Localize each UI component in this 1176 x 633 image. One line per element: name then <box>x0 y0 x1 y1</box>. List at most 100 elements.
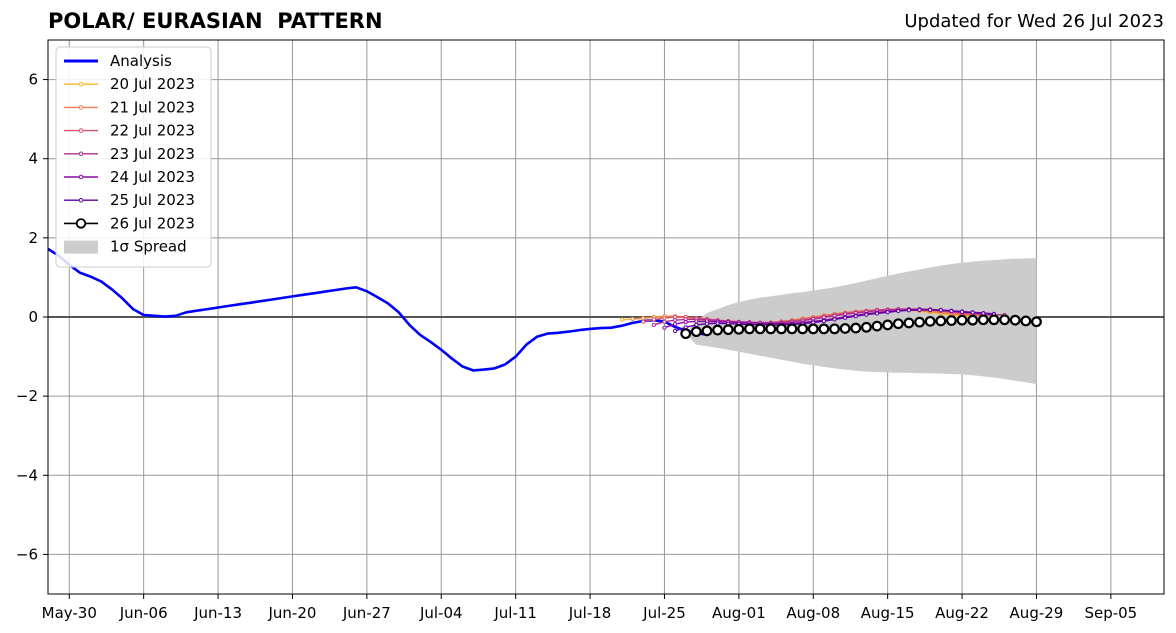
forecast-point <box>843 315 848 320</box>
forecast-point <box>701 325 713 337</box>
forecast-point <box>754 323 766 335</box>
x-tick-label: Jun-13 <box>193 604 242 622</box>
legend-marker <box>78 197 84 203</box>
forecast-point <box>672 328 678 333</box>
y-tick-label: 0 <box>28 308 38 326</box>
forecast-point <box>694 322 699 328</box>
y-tick-label: −6 <box>16 545 38 563</box>
legend-entry: 1σ Spread <box>64 238 187 256</box>
legend-label: 21 Jul 2023 <box>110 98 195 116</box>
forecast-point <box>694 319 699 324</box>
legend-entry: 22 Jul 2023 <box>64 122 195 140</box>
forecast-point <box>683 320 688 325</box>
forecast-point <box>917 307 922 312</box>
forecast-point <box>924 315 936 327</box>
legend-entry: 26 Jul 2023 <box>64 214 195 232</box>
forecast-point <box>967 314 979 326</box>
forecast-point <box>672 318 678 323</box>
legend-label: Analysis <box>110 52 172 70</box>
x-tick-label: Jun-06 <box>119 604 168 622</box>
forecast-point <box>641 319 646 324</box>
forecast-point <box>672 322 678 327</box>
forecast-point <box>850 322 862 334</box>
forecast-point <box>896 308 901 314</box>
chart-subtitle: Updated for Wed 26 Jul 2023 <box>904 11 1164 32</box>
y-tick-label: −2 <box>16 387 38 405</box>
x-tick-label: Jun-27 <box>342 604 391 622</box>
x-tick-label: Jul-04 <box>419 604 463 622</box>
forecast-point <box>882 319 894 331</box>
forecast-point <box>712 324 723 336</box>
legend-marker <box>78 151 84 157</box>
analysis-line <box>48 247 708 372</box>
legend-marker <box>78 174 84 180</box>
legend-swatch <box>64 240 98 254</box>
x-tick-label: Jun-20 <box>267 604 316 622</box>
forecast-point <box>935 315 947 327</box>
y-tick-label: 6 <box>28 71 38 89</box>
legend-marker <box>78 81 84 87</box>
forecast-point <box>949 308 954 314</box>
x-tick-label: Jul-11 <box>493 604 537 622</box>
forecast-point <box>861 321 872 333</box>
x-tick-label: Jul-18 <box>568 604 612 622</box>
forecast-point <box>662 316 667 321</box>
forecast-point <box>928 307 933 312</box>
y-tick-label: −4 <box>16 466 38 484</box>
legend-marker <box>78 105 84 110</box>
y-tick-label: 2 <box>28 229 38 247</box>
forecast-point <box>630 316 635 322</box>
legend: Analysis 20 Jul 2023 21 Jul 2023 22 Jul 202… <box>55 46 212 268</box>
forecast-point <box>970 310 975 315</box>
forecast-point <box>765 323 777 335</box>
forecast-point <box>988 314 1000 326</box>
forecast-point <box>914 316 925 328</box>
forecast-point <box>864 312 869 317</box>
forecast-point <box>786 323 798 335</box>
forecast-point <box>959 309 965 314</box>
legend-marker <box>78 128 84 133</box>
forecast-point <box>956 314 968 326</box>
x-tick-label: Jul-25 <box>642 604 686 622</box>
legend-label: 26 Jul 2023 <box>110 214 195 232</box>
forecast-point <box>722 324 734 336</box>
forecast-point <box>818 323 830 335</box>
forecast-point <box>871 320 883 332</box>
forecast-point <box>1020 315 1032 327</box>
legend-entry: 23 Jul 2023 <box>64 145 195 163</box>
forecast-point <box>619 317 625 322</box>
legend-entry: 20 Jul 2023 <box>64 75 195 93</box>
forecast-point <box>906 308 912 313</box>
forecast-point <box>680 328 692 340</box>
y-tick-label: 4 <box>28 150 38 168</box>
forecast-point <box>690 326 702 338</box>
forecast-point <box>744 323 755 335</box>
forecast-point <box>829 323 840 335</box>
forecast-point <box>821 318 826 324</box>
chart-title: POLAR/ EURASIAN PATTERN <box>48 9 383 33</box>
forecast-point <box>946 315 957 326</box>
forecast-point <box>797 323 809 335</box>
x-tick-label: Sep-05 <box>1084 604 1137 622</box>
legend-label: 23 Jul 2023 <box>110 145 195 163</box>
legend-entry: 21 Jul 2023 <box>64 98 195 116</box>
forecast-series <box>680 314 1042 340</box>
x-tick-label: Aug-22 <box>935 604 989 622</box>
legend-label: 25 Jul 2023 <box>110 191 195 209</box>
forecast-point <box>807 323 819 335</box>
forecast-point <box>938 308 943 313</box>
legend-box <box>55 46 212 268</box>
x-tick-label: Aug-08 <box>786 604 840 622</box>
forecast-point <box>641 316 646 321</box>
forecast-point <box>733 323 745 335</box>
x-tick-label: May-30 <box>42 604 97 622</box>
forecast-point <box>651 322 656 328</box>
x-tick-label: Aug-15 <box>861 604 915 622</box>
x-tick-label: Aug-29 <box>1010 604 1064 622</box>
forecast-point <box>839 323 851 334</box>
forecast-point <box>775 323 787 335</box>
forecast-point <box>1031 316 1042 328</box>
forecast-point <box>832 317 837 322</box>
legend-entry: Analysis <box>64 52 172 70</box>
